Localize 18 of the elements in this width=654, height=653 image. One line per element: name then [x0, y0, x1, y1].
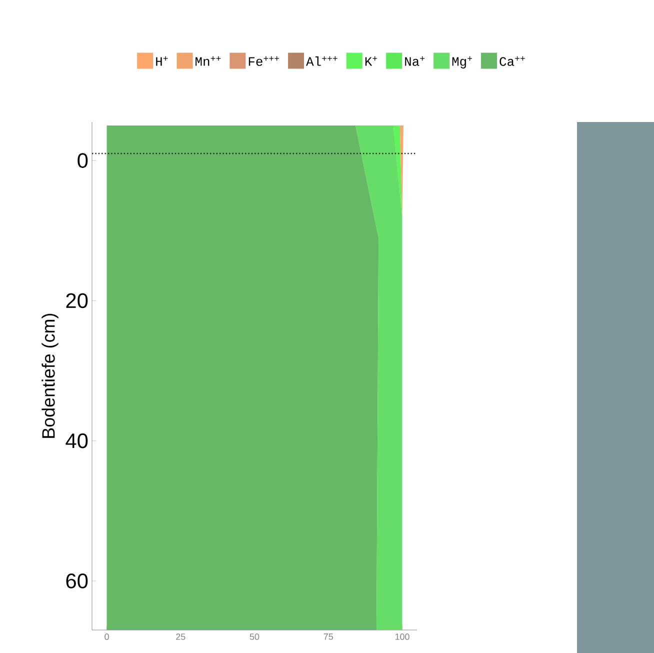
y-tick-label: 0 [78, 153, 88, 168]
x-tick-label: 25 [176, 634, 186, 640]
legend-label: Mn$^{++}$ [196, 56, 221, 66]
legend-label: Ca$^{++}$ [500, 56, 525, 66]
legend-label: K$^{+}$ [365, 56, 378, 66]
legend-label: Na$^{+}$ [405, 56, 425, 66]
legend-label: Mg$^{+}$ [452, 56, 472, 68]
y-tick-label: 20 [66, 293, 88, 308]
legend-label: Fe$^{+++}$ [248, 56, 280, 66]
y-tick-label: 40 [66, 433, 88, 448]
x-tick-label: 50 [250, 634, 260, 640]
x-tick-label: 100 [395, 634, 410, 640]
x-tick-label: 75 [324, 634, 333, 640]
legend-label: Al$^{+++}$ [306, 56, 338, 66]
legend-label: H$^{+}$ [156, 56, 168, 66]
y-tick-label: 60 [66, 574, 88, 588]
x-tick-label: 0 [104, 634, 109, 640]
y-axis-title: Bodentiefe (cm) [42, 314, 58, 438]
